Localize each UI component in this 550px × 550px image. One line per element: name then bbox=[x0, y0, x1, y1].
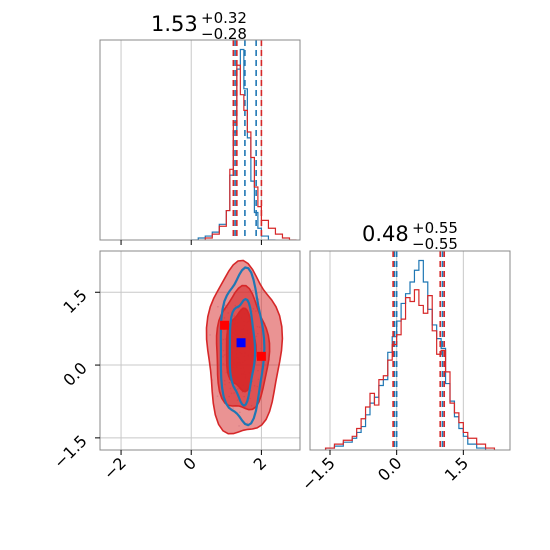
histogram-step-red bbox=[324, 289, 496, 450]
marker-square-red bbox=[256, 351, 266, 361]
marker-square-red bbox=[220, 320, 230, 330]
marker-square-blue bbox=[236, 338, 246, 348]
plot-frame bbox=[309, 250, 511, 451]
x-tick-label: −1.5 bbox=[298, 453, 339, 494]
x-tick-label: 1.5 bbox=[441, 453, 472, 484]
y-tick-label: 1.5 bbox=[59, 286, 90, 317]
x-tick-label: 0.0 bbox=[374, 453, 405, 484]
x-ticks: −1.5 0.0 1.5 bbox=[298, 450, 472, 494]
histogram-panel-param0: 1.53 +0.32 −0.28 bbox=[99, 9, 301, 245]
y-tick-label: 0.0 bbox=[59, 358, 90, 389]
x-ticks bbox=[120, 240, 262, 245]
plot-frame bbox=[99, 39, 301, 241]
title-plus: +0.32 bbox=[201, 9, 247, 27]
histogram-step-blue bbox=[324, 259, 487, 450]
title-minus: −0.28 bbox=[201, 25, 247, 43]
chart-title-param0: 1.53 bbox=[151, 12, 198, 36]
histogram-step-red bbox=[204, 64, 297, 240]
histogram-panel-param1: −1.5 0.0 1.5 0.48 +0.55 −0.55 bbox=[298, 219, 511, 494]
title-value: 1.53 bbox=[151, 12, 198, 36]
x-ticks: −2 0 2 bbox=[100, 450, 270, 484]
title-value: 0.48 bbox=[362, 222, 409, 246]
y-ticks: −1.5 0.0 1.5 bbox=[50, 286, 100, 472]
histogram-series bbox=[324, 251, 496, 450]
x-tick-label: 2 bbox=[250, 453, 271, 474]
chart-title-param1: 0.48 bbox=[362, 222, 409, 246]
plot-frame bbox=[99, 250, 301, 451]
title-minus: −0.55 bbox=[412, 235, 458, 253]
contour-level-blue bbox=[228, 297, 257, 407]
y-tick-label: −1.5 bbox=[50, 431, 91, 472]
contour-series bbox=[205, 259, 284, 435]
joint-contour-panel: −2 0 2 −1.5 0.0 1.5 bbox=[50, 250, 301, 484]
title-plus: +0.55 bbox=[412, 219, 458, 237]
x-tick-label: −2 bbox=[100, 453, 130, 483]
histogram-series bbox=[191, 40, 297, 240]
x-tick-label: 0 bbox=[179, 453, 200, 474]
contour-level-blue bbox=[219, 266, 266, 427]
